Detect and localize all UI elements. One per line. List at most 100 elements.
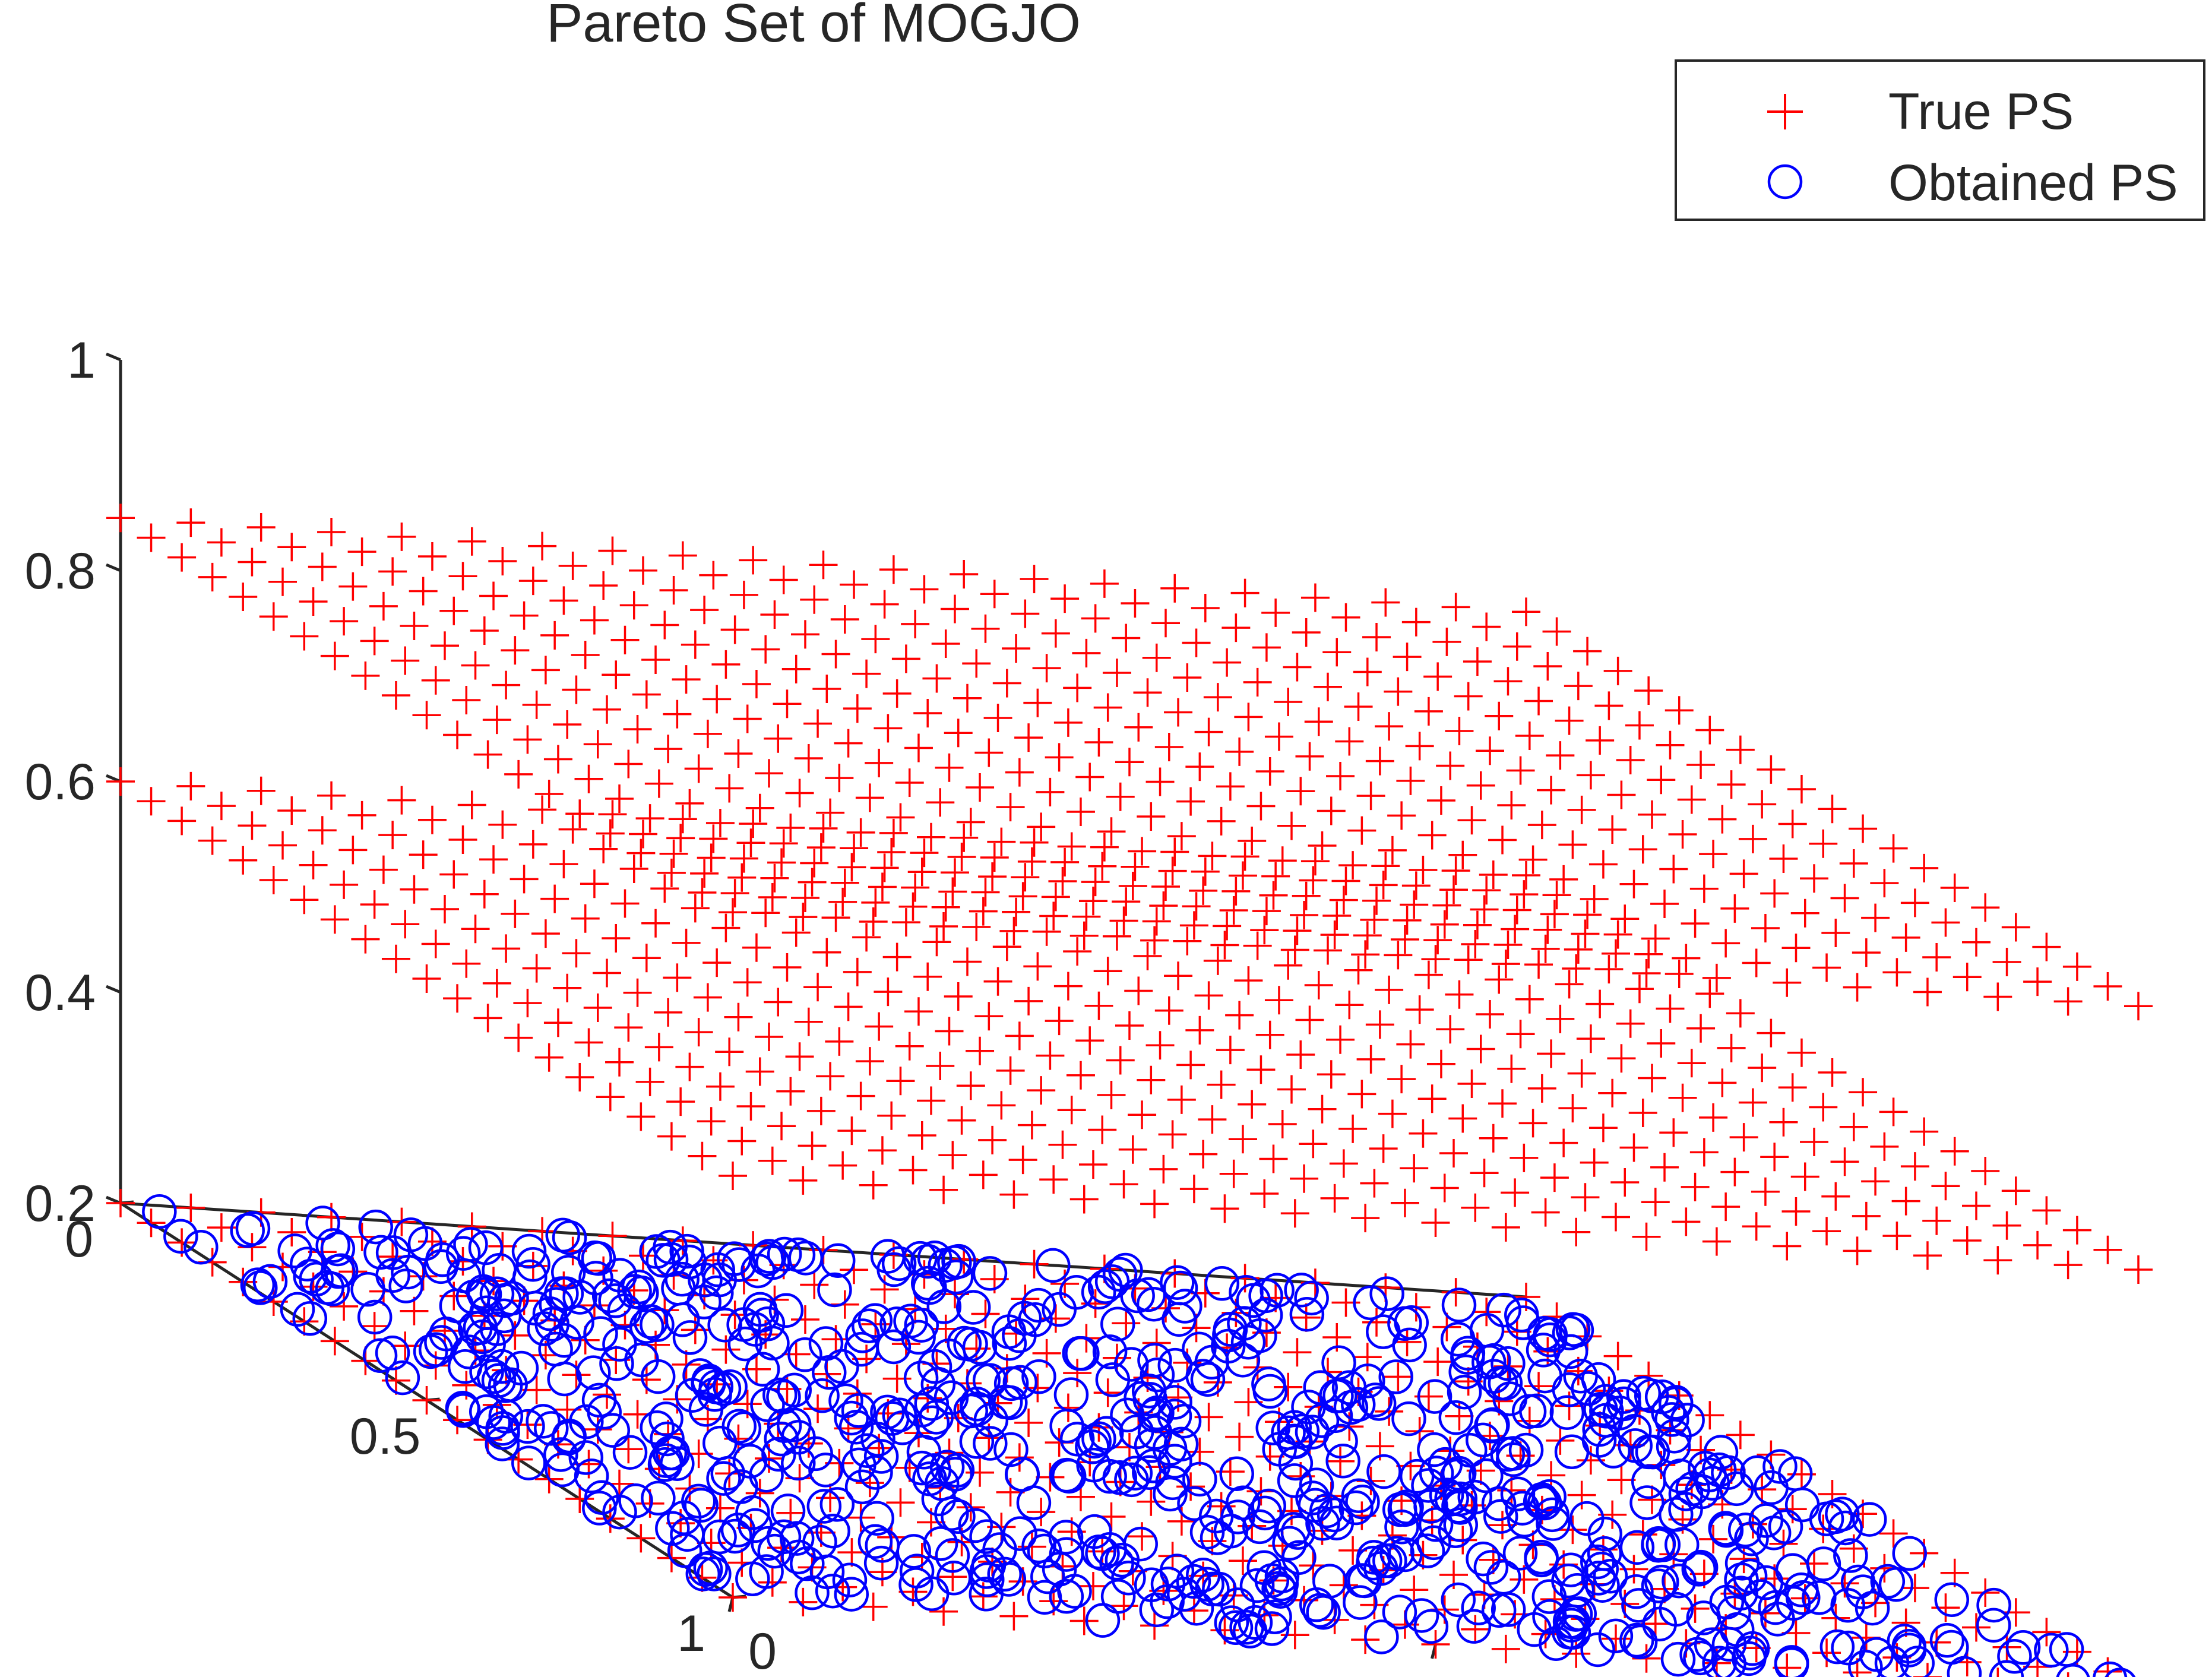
obtained-ps-point	[552, 1220, 587, 1255]
true-ps-point	[1230, 578, 1260, 607]
true-ps-point	[1742, 1212, 1771, 1241]
obtained-ps-point	[788, 1241, 824, 1276]
obtained-ps-point	[707, 1308, 742, 1343]
true-ps-point	[769, 829, 798, 858]
true-ps-point	[1931, 908, 1960, 937]
true-ps-point	[781, 654, 811, 684]
true-ps-point	[1063, 937, 1092, 966]
true-ps-point	[417, 542, 447, 571]
obtained-ps-point	[1976, 1587, 2011, 1623]
obtained-ps-point	[832, 1562, 868, 1597]
obtained-ps-point	[1762, 1449, 1798, 1484]
obtained-ps-point	[1331, 1370, 1367, 1405]
true-ps-point	[1393, 906, 1422, 935]
true-ps-point	[764, 724, 793, 753]
true-ps-point	[518, 830, 548, 859]
true-ps-point	[657, 858, 686, 887]
true-ps-point	[2001, 1176, 2030, 1205]
true-ps-point	[1588, 850, 1618, 879]
true-ps-point	[1041, 619, 1070, 648]
obtained-ps-point	[375, 1258, 410, 1293]
true-ps-point	[1576, 1024, 1605, 1053]
true-ps-point	[1118, 1135, 1147, 1164]
obtained-ps-point	[618, 1483, 653, 1518]
true-ps-point	[1940, 874, 1969, 903]
true-ps-point	[1681, 1594, 1710, 1623]
true-ps-point	[1274, 951, 1303, 980]
true-ps-point	[571, 904, 600, 933]
true-ps-point	[1286, 777, 1315, 806]
obtained-ps-point	[1219, 1456, 1254, 1491]
obtained-ps-point	[1053, 1377, 1089, 1412]
true-ps-point	[1081, 868, 1110, 897]
obtained-ps-point	[1379, 1536, 1414, 1571]
true-ps-point	[675, 789, 704, 818]
true-ps-point	[580, 606, 609, 635]
true-ps-point	[1512, 861, 1540, 890]
true-ps-point	[1501, 1178, 1530, 1207]
obtained-ps-point	[1036, 1248, 1071, 1283]
true-ps-point	[1075, 762, 1105, 792]
true-ps-point	[1686, 1014, 1716, 1043]
true-ps-point	[2093, 972, 2122, 1001]
obtained-ps-point	[163, 1219, 198, 1254]
true-ps-point	[1852, 938, 1881, 967]
true-ps-point	[1769, 1108, 1798, 1137]
true-ps-point	[320, 641, 349, 670]
true-ps-point	[767, 1112, 796, 1141]
obtained-ps-point	[1619, 1622, 1654, 1658]
true-ps-point	[1252, 633, 1281, 662]
obtained-ps-point	[320, 1254, 356, 1289]
true-ps-point	[1329, 1149, 1358, 1178]
true-ps-point	[1476, 736, 1504, 765]
true-ps-point	[690, 596, 719, 625]
true-ps-point	[632, 680, 661, 709]
true-ps-point	[1472, 876, 1501, 905]
true-ps-point	[1185, 752, 1214, 781]
true-ps-point	[1057, 1096, 1086, 1125]
true-ps-point	[992, 932, 1021, 961]
obtained-ps-point	[1157, 1385, 1192, 1420]
obtained-ps-point	[1140, 1357, 1175, 1393]
true-ps-point	[1164, 698, 1193, 727]
obtained-ps-point	[770, 1494, 806, 1529]
obtained-ps-point	[1621, 1588, 1656, 1623]
true-ps-point	[1463, 910, 1492, 939]
true-ps-point	[895, 768, 924, 798]
true-ps-point	[2001, 913, 2030, 942]
obtained-ps-point	[1387, 1492, 1423, 1527]
true-ps-point	[320, 1327, 349, 1356]
obtained-ps-point	[1102, 1460, 1138, 1495]
obtained-ps-point	[1818, 1499, 1853, 1534]
obtained-ps-point	[1384, 1510, 1419, 1545]
obtained-ps-point	[955, 1290, 991, 1325]
true-ps-point	[1365, 746, 1394, 776]
true-ps-point	[198, 562, 227, 591]
true-ps-point	[1549, 865, 1578, 894]
true-ps-point	[1351, 1204, 1380, 1233]
obtained-ps-point	[624, 1275, 659, 1311]
obtained-ps-point	[1681, 1552, 1717, 1587]
obtained-ps-point	[1114, 1462, 1149, 1498]
obtained-ps-point	[1723, 1575, 1758, 1611]
true-ps-point	[971, 614, 1000, 643]
obtained-ps-point	[738, 1508, 773, 1543]
true-ps-point	[1598, 815, 1627, 844]
true-ps-point	[1562, 1217, 1591, 1246]
true-ps-point	[969, 1160, 998, 1189]
obtained-ps-point	[805, 1378, 840, 1413]
true-ps-point	[1506, 756, 1535, 785]
obtained-ps-point	[1641, 1526, 1676, 1561]
true-ps-point	[1290, 1164, 1319, 1193]
obtained-ps-point	[721, 1409, 757, 1444]
true-ps-point	[1225, 1001, 1254, 1030]
true-ps-point	[1050, 847, 1080, 877]
obtained-ps-point	[1177, 1486, 1212, 1521]
true-ps-point	[825, 764, 854, 793]
true-ps-point	[1702, 1227, 1731, 1256]
obtained-ps-point	[1554, 1434, 1590, 1470]
true-ps-point	[953, 684, 982, 713]
obtained-ps-point	[1252, 1374, 1288, 1409]
true-ps-point	[1760, 879, 1789, 908]
